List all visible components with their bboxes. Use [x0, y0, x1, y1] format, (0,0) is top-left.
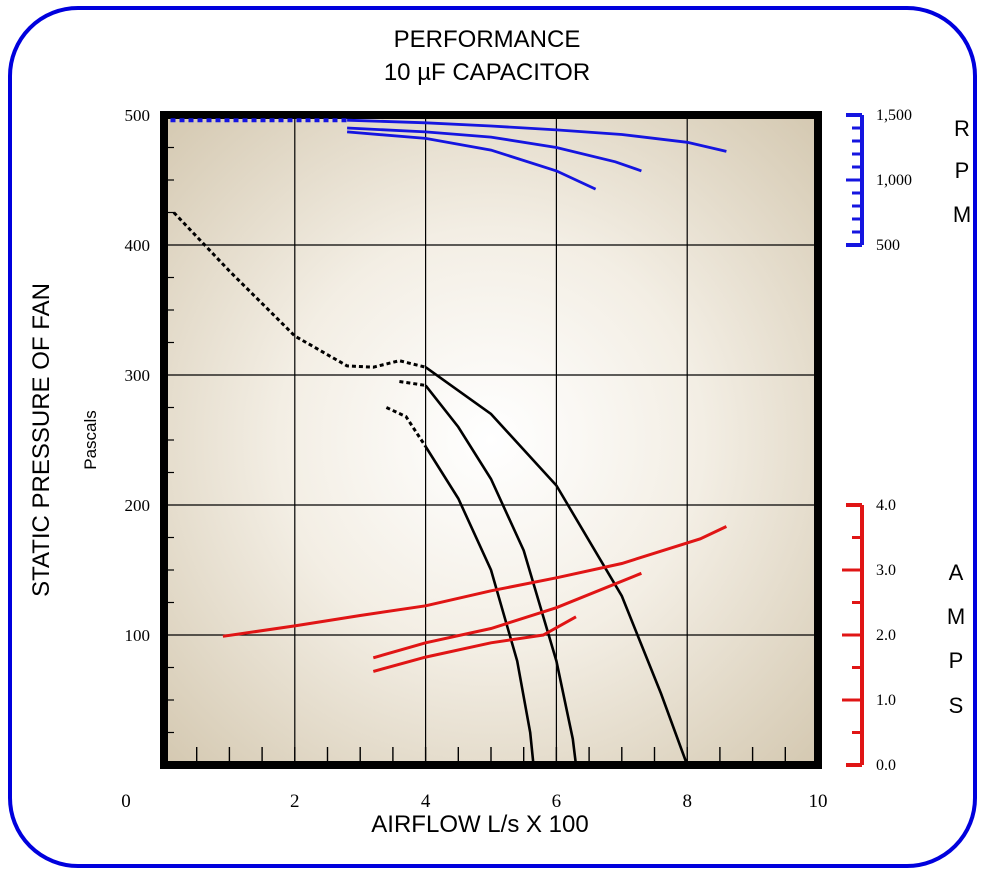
y-tick-label: 200 [125, 496, 151, 515]
amps-curves [222, 525, 728, 673]
rpm-axis-label-letter: M [953, 202, 971, 227]
x-tick-label: 6 [552, 791, 562, 812]
x-tick-label: 8 [682, 791, 692, 812]
rpm-axis-label-letter: R [954, 116, 970, 141]
rpm-tick-label: 1,000 [876, 172, 912, 189]
pressure-curve-3 [424, 366, 689, 766]
y-axis-label: STATIC PRESSURE OF FAN [28, 283, 55, 597]
y-tick-labels: 100 200 300 400 500 [125, 106, 151, 645]
amps-tick-label: 4.0 [876, 497, 896, 514]
amps-tick-label: 0.0 [876, 757, 896, 774]
amps-axis-label-letter: M [947, 604, 965, 629]
y-axis-units: Pascals [81, 410, 100, 470]
x-tick-label: 0 [121, 791, 131, 812]
x-tick-label: 10 [809, 791, 828, 812]
amps-curve-1 [222, 525, 728, 638]
plot-frame [160, 111, 822, 769]
rpm-curve-2 [347, 126, 642, 173]
y-tick-label: 300 [125, 366, 151, 385]
rpm-axis-label-letter: P [955, 158, 970, 183]
amps-axis-label-letter: S [949, 693, 964, 718]
amps-tick-label: 2.0 [876, 627, 896, 644]
amps-axis-label-letter: P [949, 648, 964, 673]
pressure-curve-2 [424, 384, 578, 766]
rpm-axis: 1,500 1,000 500 RPM [846, 107, 971, 254]
amps-tick-label: 3.0 [876, 562, 896, 579]
pressure-curves [172, 211, 689, 766]
pressure-curve-1-dotted [385, 406, 427, 448]
pressure-dotted-segment [172, 211, 426, 369]
amps-curve-2 [372, 571, 642, 660]
chart-subtitle: 10 µF CAPACITOR [384, 59, 590, 86]
amps-axis-label-letter: A [949, 560, 964, 585]
x-tick-label: 2 [290, 791, 300, 812]
amps-tick-label: 1.0 [876, 692, 896, 709]
plot-background [164, 115, 818, 765]
rpm-tick-label: 1,500 [876, 107, 912, 124]
y-tick-label: 500 [125, 106, 151, 125]
rpm-tick-label: 500 [876, 237, 900, 254]
y-tick-label: 400 [125, 236, 151, 255]
y-tick-label: 100 [125, 626, 151, 645]
grid [164, 115, 818, 765]
rpm-curves [170, 118, 727, 191]
amps-curve-3 [372, 615, 577, 673]
x-axis-label: AIRFLOW L/s X 100 [371, 811, 588, 838]
pressure-curve-2-dotted [399, 380, 426, 387]
rpm-curve-3 [346, 130, 597, 191]
rpm-curve-1 [347, 118, 727, 153]
x-tick-labels: 0 2 4 6 8 10 [121, 791, 827, 812]
pressure-curve-1 [424, 445, 535, 766]
x-tick-label: 4 [421, 791, 431, 812]
chart-title: PERFORMANCE [394, 26, 581, 53]
